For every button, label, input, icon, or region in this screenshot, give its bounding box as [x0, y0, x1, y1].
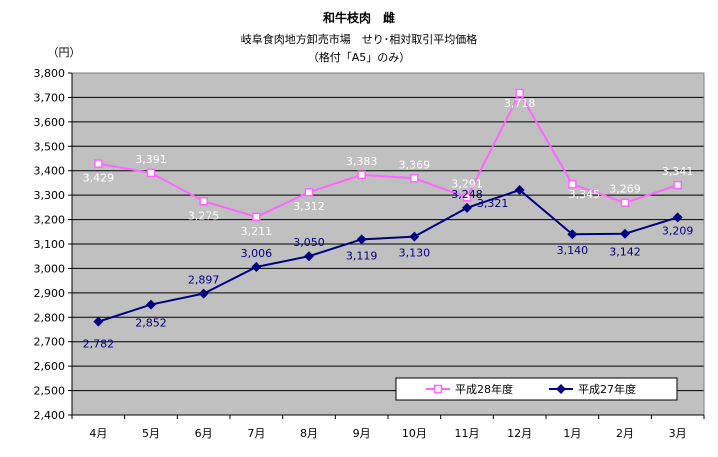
x-tick-label: 7月	[247, 427, 265, 440]
data-point	[146, 168, 156, 178]
y-tick-label: 3,700	[34, 91, 66, 104]
y-tick-label: 2,500	[34, 385, 66, 398]
x-tick-label: 9月	[353, 427, 371, 440]
data-label: 3,050	[293, 236, 325, 249]
data-label: 3,429	[83, 172, 115, 185]
legend-label-h28: 平成28年度	[455, 382, 513, 396]
data-point	[462, 193, 472, 202]
legend-marker-h28	[433, 384, 443, 394]
data-label: 3,248	[451, 188, 483, 201]
legend-box	[395, 377, 678, 401]
x-tick-label: 3月	[669, 427, 687, 440]
chart-subtitle-grade: （格付「A5」のみ）	[308, 50, 411, 64]
x-tick-label: 10月	[402, 427, 427, 440]
data-label: 3,130	[399, 247, 431, 260]
series-line-h27	[98, 188, 678, 323]
data-label: 2,852	[135, 317, 167, 330]
y-axis-unit: （円）	[48, 46, 81, 59]
data-point	[567, 229, 578, 240]
data-label: 3,209	[662, 224, 694, 237]
data-point	[94, 159, 103, 168]
x-tick-label: 11月	[455, 427, 480, 440]
data-label: 3,140	[557, 244, 589, 257]
data-point	[409, 231, 420, 242]
x-tick-label: 8月	[300, 427, 318, 440]
data-label: 3,718	[504, 97, 536, 110]
data-point	[462, 202, 472, 213]
data-point	[673, 180, 682, 190]
data-label: 3,321	[477, 197, 509, 210]
x-tick-label: 6月	[195, 427, 213, 440]
y-tick-label: 3,400	[34, 165, 66, 178]
data-point	[620, 198, 630, 207]
x-tick-label: 1月	[563, 427, 581, 440]
data-label: 2,897	[188, 274, 220, 287]
chart-subtitle-market: 岐阜食肉地方卸売市場 せり･相対取引平均価格	[241, 32, 478, 46]
data-label: 3,369	[399, 158, 431, 171]
data-label: 3,269	[609, 183, 641, 196]
data-label: 3,345	[569, 188, 601, 201]
data-label: 3,142	[609, 246, 641, 259]
data-label: 3,312	[293, 200, 325, 213]
data-point	[93, 316, 104, 327]
y-tick-label: 3,800	[34, 67, 66, 80]
data-label: 3,006	[241, 247, 273, 260]
data-point	[356, 234, 367, 245]
y-tick-label: 3,300	[34, 189, 66, 202]
data-point	[357, 170, 366, 180]
data-point	[410, 174, 419, 183]
data-point	[304, 187, 314, 197]
data-point	[620, 228, 630, 239]
data-label: 3,119	[346, 249, 378, 262]
y-tick-label: 3,600	[34, 116, 66, 129]
chart-title: 和牛枝肉 雌	[322, 10, 395, 25]
data-label: 3,341	[662, 165, 694, 178]
data-label: 3,383	[346, 155, 378, 168]
y-tick-label: 2,700	[34, 336, 66, 349]
data-point	[146, 299, 156, 310]
x-tick-label: 5月	[142, 427, 160, 440]
y-tick-label: 2,800	[34, 311, 66, 324]
legend-marker-h27	[556, 384, 566, 394]
data-point	[568, 179, 577, 189]
data-label: 3,391	[135, 153, 167, 166]
legend-label-h27: 平成27年度	[578, 382, 636, 396]
data-point	[515, 88, 524, 98]
data-point	[672, 212, 683, 223]
data-point	[252, 212, 261, 222]
data-label: 3,291	[451, 177, 483, 190]
x-tick-label: 4月	[89, 427, 107, 440]
y-tick-label: 2,600	[34, 360, 66, 373]
y-tick-label: 2,900	[34, 287, 66, 300]
data-point	[251, 261, 262, 272]
y-tick-label: 3,100	[34, 238, 66, 251]
series-line-h28	[98, 90, 678, 218]
y-tick-label: 3,200	[34, 214, 66, 227]
data-label: 2,782	[83, 338, 115, 351]
data-label: 3,275	[188, 209, 220, 222]
x-tick-label: 12月	[507, 427, 532, 440]
y-tick-label: 3,500	[34, 140, 66, 153]
y-tick-label: 3,000	[34, 262, 66, 275]
legend: 平成28年度 平成27年度	[395, 377, 678, 401]
data-point	[304, 251, 314, 262]
x-tick-label: 2月	[616, 427, 634, 440]
data-point	[199, 197, 208, 206]
data-point	[198, 288, 209, 299]
y-tick-label: 2,400	[34, 409, 66, 422]
plot-area: 2,400 2,500 2,600 2,700 2,800 2,900 3,000 3,100…	[34, 67, 705, 440]
data-label: 3,211	[241, 225, 273, 238]
data-point	[514, 185, 525, 196]
